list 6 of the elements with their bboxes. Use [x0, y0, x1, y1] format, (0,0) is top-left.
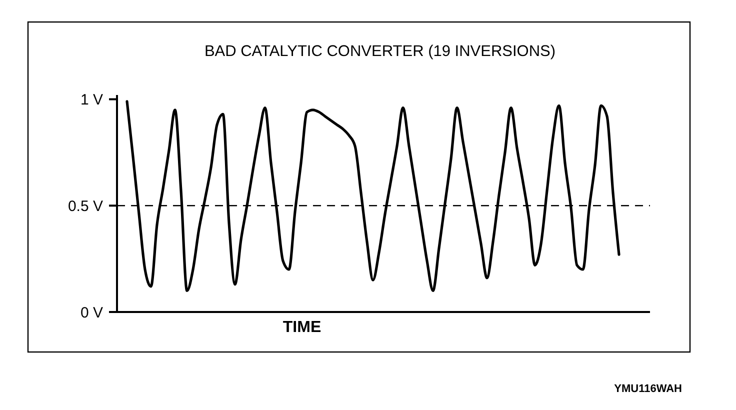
text: YMU116WAH: [614, 383, 682, 395]
y-tick-label: 0 V: [80, 304, 103, 322]
chart-title: BAD CATALYTIC CONVERTER (19 INVERSIONS): [204, 43, 556, 60]
y-tick-label: 1 V: [80, 92, 103, 109]
x-axis-title: TIME: [282, 319, 322, 336]
y-tick-label: 0.5 V: [68, 198, 103, 215]
